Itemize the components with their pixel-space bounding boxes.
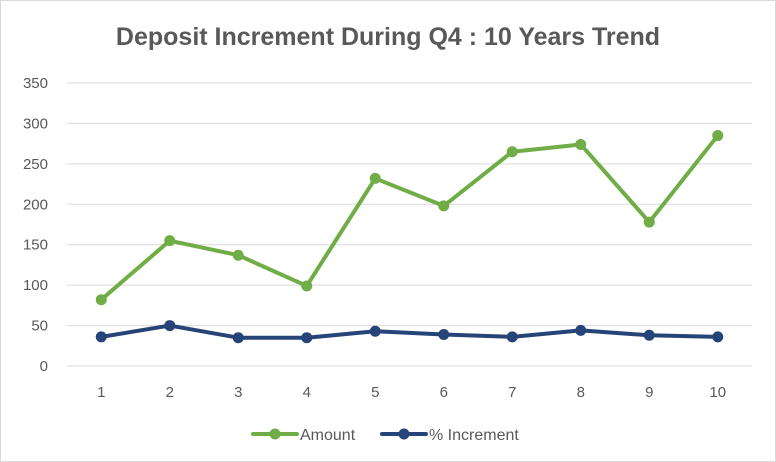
series-line-increment — [99, 323, 720, 340]
chart-title: Deposit Increment During Q4 : 10 Years T… — [115, 23, 661, 51]
x-tick-label: 7 — [508, 384, 516, 401]
y-tick-label: 0 — [40, 358, 48, 375]
data-point-increment — [164, 320, 176, 332]
y-tick-label: 100 — [23, 277, 48, 294]
data-point-amount — [643, 216, 655, 228]
x-tick-label: 4 — [303, 384, 311, 401]
x-tick-label: 5 — [371, 384, 379, 401]
x-tick-label: 3 — [234, 384, 242, 401]
data-point-amount — [506, 146, 518, 158]
y-tick-label: 150 — [23, 237, 48, 254]
series-line-amount — [99, 133, 720, 302]
data-point-amount — [232, 249, 244, 261]
data-point-increment — [506, 331, 518, 343]
data-point-increment — [438, 328, 450, 340]
y-tick-label: 250 — [23, 156, 48, 173]
data-point-increment — [232, 332, 244, 344]
x-axis-ticks: 1 2 3 4 5 6 7 8 9 10 — [97, 384, 726, 401]
data-point-increment — [575, 324, 587, 336]
data-point-amount — [164, 235, 176, 247]
data-point-amount — [369, 172, 381, 184]
y-tick-label: 300 — [23, 115, 48, 132]
data-point-increment — [712, 331, 724, 343]
series-layer — [95, 130, 724, 344]
legend-label-amount: Amount — [300, 427, 356, 444]
y-axis-ticks: 0 50 100 150 200 250 300 350 — [23, 75, 48, 375]
x-tick-label: 6 — [440, 384, 448, 401]
x-tick-label: 9 — [645, 384, 653, 401]
data-point-increment — [95, 331, 107, 343]
data-point-amount — [438, 200, 450, 212]
legend-swatch-marker-increment — [398, 428, 410, 440]
x-tick-label: 1 — [97, 384, 105, 401]
x-tick-label: 2 — [166, 384, 174, 401]
legend-label-increment: % Increment — [429, 427, 519, 444]
legend-swatch-marker-amount — [269, 428, 281, 440]
x-tick-label: 10 — [709, 384, 726, 401]
data-point-amount — [95, 294, 107, 306]
x-tick-label: 8 — [577, 384, 585, 401]
data-point-increment — [643, 329, 655, 341]
legend: Amount % Increment — [251, 427, 519, 444]
y-tick-label: 350 — [23, 75, 48, 92]
data-point-amount — [575, 138, 587, 150]
data-point-increment — [369, 325, 381, 337]
data-point-increment — [301, 332, 313, 344]
data-point-amount — [301, 280, 313, 292]
y-tick-label: 200 — [23, 196, 48, 213]
y-tick-label: 50 — [31, 318, 48, 335]
data-point-amount — [712, 130, 724, 142]
